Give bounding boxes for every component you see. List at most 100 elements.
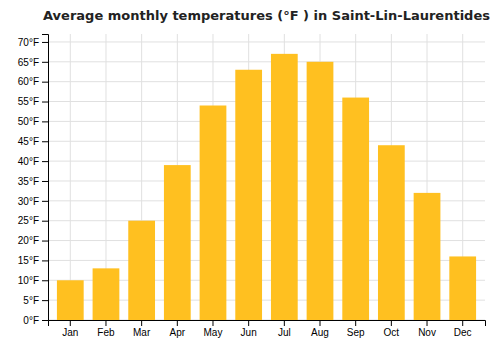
y-tick-mark: [42, 241, 48, 242]
x-tick: Jul: [278, 320, 291, 338]
x-tick-mark: [141, 320, 142, 326]
y-tick-label: 20°F: [18, 235, 39, 246]
bar: [164, 165, 191, 320]
x-tick-label: Nov: [418, 327, 436, 338]
x-tick: Aug: [311, 320, 329, 338]
plot-area: JanFebMarAprMayJunJulAugSepOctNovDec0°F5…: [18, 34, 486, 338]
y-tick-mark: [42, 42, 48, 43]
grid-line-y: [48, 41, 485, 42]
x-tick: Mar: [133, 320, 151, 338]
y-tick: 50°F: [18, 116, 48, 127]
x-tick-mark: [177, 320, 178, 326]
y-tick: 0°F: [23, 315, 48, 326]
bar: [57, 280, 84, 320]
y-tick-mark: [42, 201, 48, 202]
x-tick-mark: [284, 320, 285, 326]
x-tick: Feb: [97, 320, 115, 338]
bar: [414, 193, 441, 320]
y-tick: 30°F: [18, 196, 48, 207]
y-tick-label: 40°F: [18, 156, 39, 167]
y-tick-mark: [42, 181, 48, 182]
grid-line-y: [48, 81, 485, 82]
x-axis: JanFebMarAprMayJunJulAugSepOctNovDec: [49, 320, 486, 338]
x-tick-mark: [462, 320, 463, 326]
y-tick: 45°F: [18, 136, 48, 147]
bar: [271, 54, 298, 320]
grid-line-y: [48, 161, 485, 162]
x-tick-label: Jan: [62, 327, 78, 338]
x-tick-label: Feb: [97, 327, 115, 338]
x-axis-line: [49, 321, 486, 327]
y-tick-label: 60°F: [18, 76, 39, 87]
grid-line-y: [48, 180, 485, 181]
y-tick: 55°F: [18, 96, 48, 107]
x-tick: Apr: [170, 320, 186, 338]
y-tick: 25°F: [18, 215, 48, 226]
bars: [57, 54, 476, 320]
x-tick-label: Jun: [241, 327, 257, 338]
y-tick: 65°F: [18, 57, 48, 68]
x-tick-label: Oct: [384, 327, 400, 338]
y-tick-label: 50°F: [18, 116, 39, 127]
x-tick-label: Dec: [454, 327, 472, 338]
y-tick-label: 65°F: [18, 57, 39, 68]
x-tick-label: Mar: [133, 327, 151, 338]
x-tick: Dec: [454, 320, 472, 338]
grid-line-y: [48, 101, 485, 102]
x-tick-mark: [105, 320, 106, 326]
y-tick-label: 15°F: [18, 255, 39, 266]
x-tick: Jan: [62, 320, 78, 338]
grid-line-x: [70, 34, 71, 320]
y-tick-label: 30°F: [18, 196, 39, 207]
x-tick-mark: [70, 320, 71, 326]
bar: [342, 98, 369, 320]
x-tick: Oct: [384, 320, 400, 338]
y-tick-label: 10°F: [18, 275, 39, 286]
bar: [235, 70, 262, 320]
y-tick-mark: [42, 280, 48, 281]
y-tick-mark: [42, 161, 48, 162]
y-tick-mark: [42, 221, 48, 222]
y-tick-label: 55°F: [18, 96, 39, 107]
y-tick-mark: [42, 121, 48, 122]
y-tick: 10°F: [18, 275, 48, 286]
y-tick: 20°F: [18, 235, 48, 246]
bar: [200, 106, 227, 321]
x-tick-mark: [320, 320, 321, 326]
y-tick: 15°F: [18, 255, 48, 266]
y-tick: 60°F: [18, 76, 48, 87]
y-tick-label: 25°F: [18, 215, 39, 226]
x-tick-label: Apr: [170, 327, 186, 338]
x-tick: Jun: [241, 320, 257, 338]
x-tick: Nov: [418, 320, 436, 338]
y-tick-mark: [42, 320, 48, 321]
y-tick: 40°F: [18, 156, 48, 167]
y-tick-label: 45°F: [18, 136, 39, 147]
x-tick-label: Aug: [311, 327, 329, 338]
y-axis: 0°F 5°F 10°F 15°F 20°F 25°F 30°F 35°F 40°F 45°F 50…: [18, 35, 49, 326]
bar: [93, 268, 120, 320]
x-tick-mark: [427, 320, 428, 326]
x-tick-label: Jul: [278, 327, 291, 338]
y-tick: 35°F: [18, 176, 48, 187]
x-tick-mark: [391, 320, 392, 326]
y-tick-mark: [42, 62, 48, 63]
grid: [48, 34, 485, 320]
y-tick-mark: [42, 141, 48, 142]
x-tick-label: May: [204, 327, 223, 338]
bar: [307, 62, 334, 320]
bar: [449, 256, 476, 320]
bar: [128, 221, 155, 320]
grid-line-y: [48, 61, 485, 62]
y-tick-mark: [42, 102, 48, 103]
y-axis-line: [42, 35, 49, 321]
y-tick: 5°F: [23, 295, 48, 306]
y-tick-mark: [42, 260, 48, 261]
y-tick: 70°F: [18, 37, 48, 48]
y-tick-mark: [42, 82, 48, 83]
x-tick-mark: [355, 320, 356, 326]
y-tick-label: 0°F: [23, 315, 39, 326]
y-tick-label: 5°F: [23, 295, 39, 306]
y-tick-mark: [42, 300, 48, 301]
y-tick-label: 35°F: [18, 176, 39, 187]
